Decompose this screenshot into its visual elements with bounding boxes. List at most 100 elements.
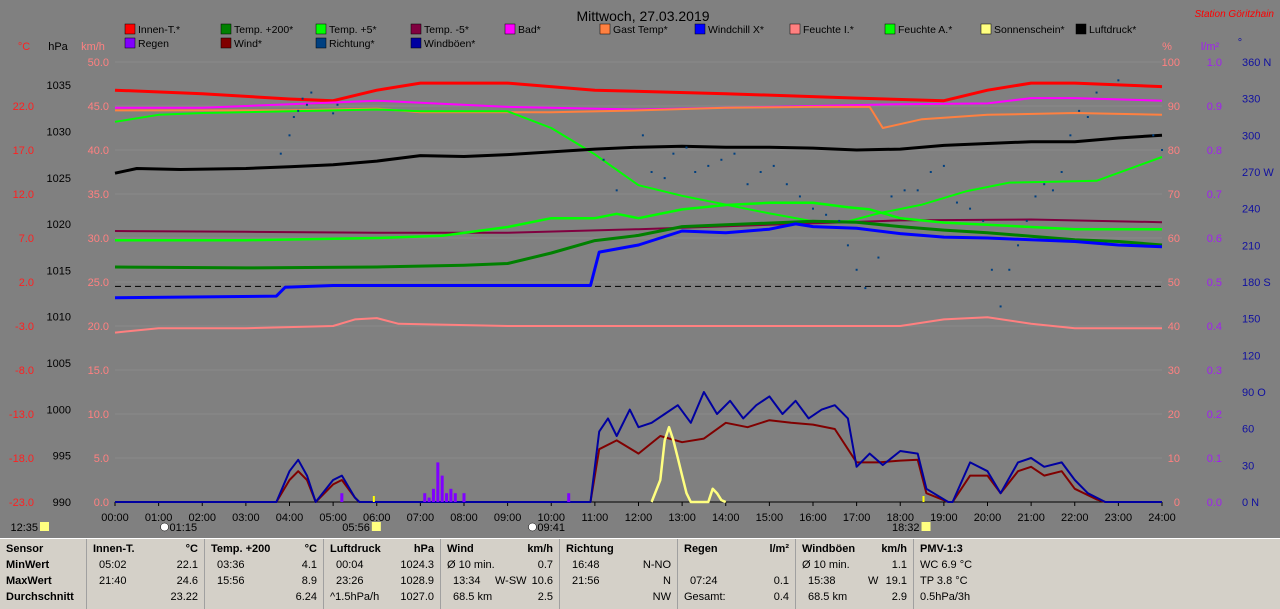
wind-tick: 20.0 bbox=[88, 321, 109, 333]
humidity-tick: 70 bbox=[1168, 189, 1180, 201]
stats-title: Sensor bbox=[6, 543, 44, 555]
direction-tick: 270 W bbox=[1242, 167, 1274, 179]
marker-time: 12:35 bbox=[10, 522, 38, 534]
legend-label: Feuchte I.* bbox=[803, 24, 854, 36]
wind-tick: 35.0 bbox=[88, 189, 109, 201]
direction-point bbox=[1095, 91, 1098, 94]
legend-label: Bad* bbox=[518, 24, 541, 36]
series-line bbox=[114, 133, 1163, 175]
pressure-tick: 1005 bbox=[47, 358, 71, 370]
min-time: 03:36 bbox=[217, 559, 245, 571]
direction-point bbox=[1117, 79, 1120, 82]
temp-tick: -23.0 bbox=[9, 497, 34, 509]
direction-tick: 180 S bbox=[1242, 277, 1271, 289]
pressure-tick: 1000 bbox=[47, 404, 71, 416]
temp-tick: 22.0 bbox=[13, 101, 34, 113]
humidity-tick: 10 bbox=[1168, 453, 1180, 465]
wind-tick: 40.0 bbox=[88, 145, 109, 157]
x-tick-label: 15:00 bbox=[756, 512, 784, 524]
rain-bar bbox=[423, 493, 427, 502]
humidity-tick: 40 bbox=[1168, 321, 1180, 333]
stats-title: Windböen bbox=[802, 543, 856, 555]
x-tick-label: 12:00 bbox=[625, 512, 653, 524]
max-time: 15:38 bbox=[808, 575, 836, 587]
direction-point bbox=[855, 268, 858, 271]
direction-tick: 360 N bbox=[1242, 57, 1271, 69]
legend-swatch bbox=[980, 23, 992, 35]
direction-point bbox=[663, 177, 666, 180]
legend-label: Wind* bbox=[234, 38, 262, 50]
unit-direction: ° bbox=[1238, 37, 1242, 49]
humidity-tick: 20 bbox=[1168, 409, 1180, 421]
stats-regen: Regen l/m² 07:24 0.1 Gesamt: 0.4 bbox=[678, 539, 796, 609]
marker-time: 05:56 bbox=[342, 522, 370, 534]
rain-bar bbox=[449, 488, 453, 502]
humidity-tick: 50 bbox=[1168, 277, 1180, 289]
direction-point bbox=[1152, 134, 1155, 137]
legend-swatch bbox=[504, 23, 516, 35]
stats-windboeen: Windböen km/h Ø 10 min. 1.1 15:38 W 19.1 68.… bbox=[796, 539, 914, 609]
direction-point bbox=[301, 97, 304, 100]
moon-icon bbox=[160, 522, 169, 532]
direction-tick: 300 bbox=[1242, 130, 1260, 142]
x-tick-label: 00:00 bbox=[101, 512, 129, 524]
avg-value: 2.9 bbox=[891, 591, 907, 603]
pressure-tick: 1015 bbox=[47, 265, 71, 277]
stats-unit: hPa bbox=[413, 543, 434, 555]
direction-point bbox=[720, 158, 723, 161]
temp-tick: -18.0 bbox=[9, 453, 34, 465]
direction-point bbox=[685, 146, 688, 149]
wind-tick: 0.0 bbox=[94, 497, 109, 509]
x-tick-label: 07:00 bbox=[407, 512, 435, 524]
legend-swatch bbox=[124, 23, 136, 35]
legend-label: Sonnenschein* bbox=[994, 24, 1065, 36]
x-tick-label: 24:00 bbox=[1148, 512, 1176, 524]
rain-tick: 0.2 bbox=[1207, 409, 1222, 421]
legend-label: Innen-T.* bbox=[138, 24, 180, 36]
windchill-value: WC 6.9 °C bbox=[920, 559, 973, 571]
x-tick-label: 08:00 bbox=[450, 512, 478, 524]
pressure-tick: 995 bbox=[53, 451, 71, 463]
direction-point bbox=[825, 213, 828, 216]
x-tick-label: 23:00 bbox=[1105, 512, 1133, 524]
legend-swatch bbox=[410, 23, 422, 35]
direction-point bbox=[929, 171, 932, 173]
direction-tick: 30 bbox=[1242, 460, 1254, 472]
direction-tick: 210 bbox=[1242, 240, 1260, 252]
rain-bar bbox=[340, 493, 344, 502]
stats-luftdruck: Luftdruck hPa 00:04 1024.3 23:26 1028.9 ^1.… bbox=[324, 539, 441, 609]
max-direction: W bbox=[868, 575, 879, 587]
series-line bbox=[114, 222, 1163, 300]
weather-chart: Mittwoch, 27.03.2019 Station Göritzhain … bbox=[8, 8, 1275, 534]
avg-value: 6.24 bbox=[295, 591, 317, 603]
sun-icon bbox=[40, 522, 49, 531]
direction-point bbox=[864, 287, 867, 290]
direction-point bbox=[838, 219, 841, 222]
temp-tick: -13.0 bbox=[9, 409, 34, 421]
direction-point bbox=[602, 158, 605, 161]
min-value: 22.1 bbox=[176, 559, 198, 571]
x-tick-label: 11:00 bbox=[582, 512, 609, 524]
rain-tick: 0.8 bbox=[1207, 145, 1222, 157]
marker-time: 01:15 bbox=[170, 522, 198, 534]
max-value: 10.6 bbox=[531, 575, 553, 587]
legend-label: Feuchte A.* bbox=[898, 24, 952, 36]
unit-humidity: % bbox=[1162, 41, 1172, 53]
x-tick-label: 13:00 bbox=[668, 512, 696, 524]
plot-area bbox=[114, 79, 1163, 504]
rain-tick: 1.0 bbox=[1207, 57, 1222, 69]
rain-bar bbox=[431, 488, 435, 502]
min-time: 00:04 bbox=[336, 559, 364, 571]
legend-label: Richtung* bbox=[329, 38, 375, 50]
legend-swatch bbox=[789, 23, 801, 35]
pressure-tick: 990 bbox=[53, 497, 71, 509]
max-time: 13:34 bbox=[453, 575, 481, 587]
legend-swatch bbox=[1075, 23, 1087, 35]
direction-tick: 240 bbox=[1242, 204, 1260, 216]
x-tick-label: 21:00 bbox=[1017, 512, 1045, 524]
direction-point bbox=[641, 134, 644, 137]
direction-point bbox=[292, 116, 295, 118]
x-axis: 00:00 01:00 02:00 03:00 04:00 05:00 06:00 07:00… bbox=[101, 501, 1176, 524]
legend-label: Regen bbox=[138, 38, 169, 50]
max-value: 0.1 bbox=[773, 575, 789, 587]
